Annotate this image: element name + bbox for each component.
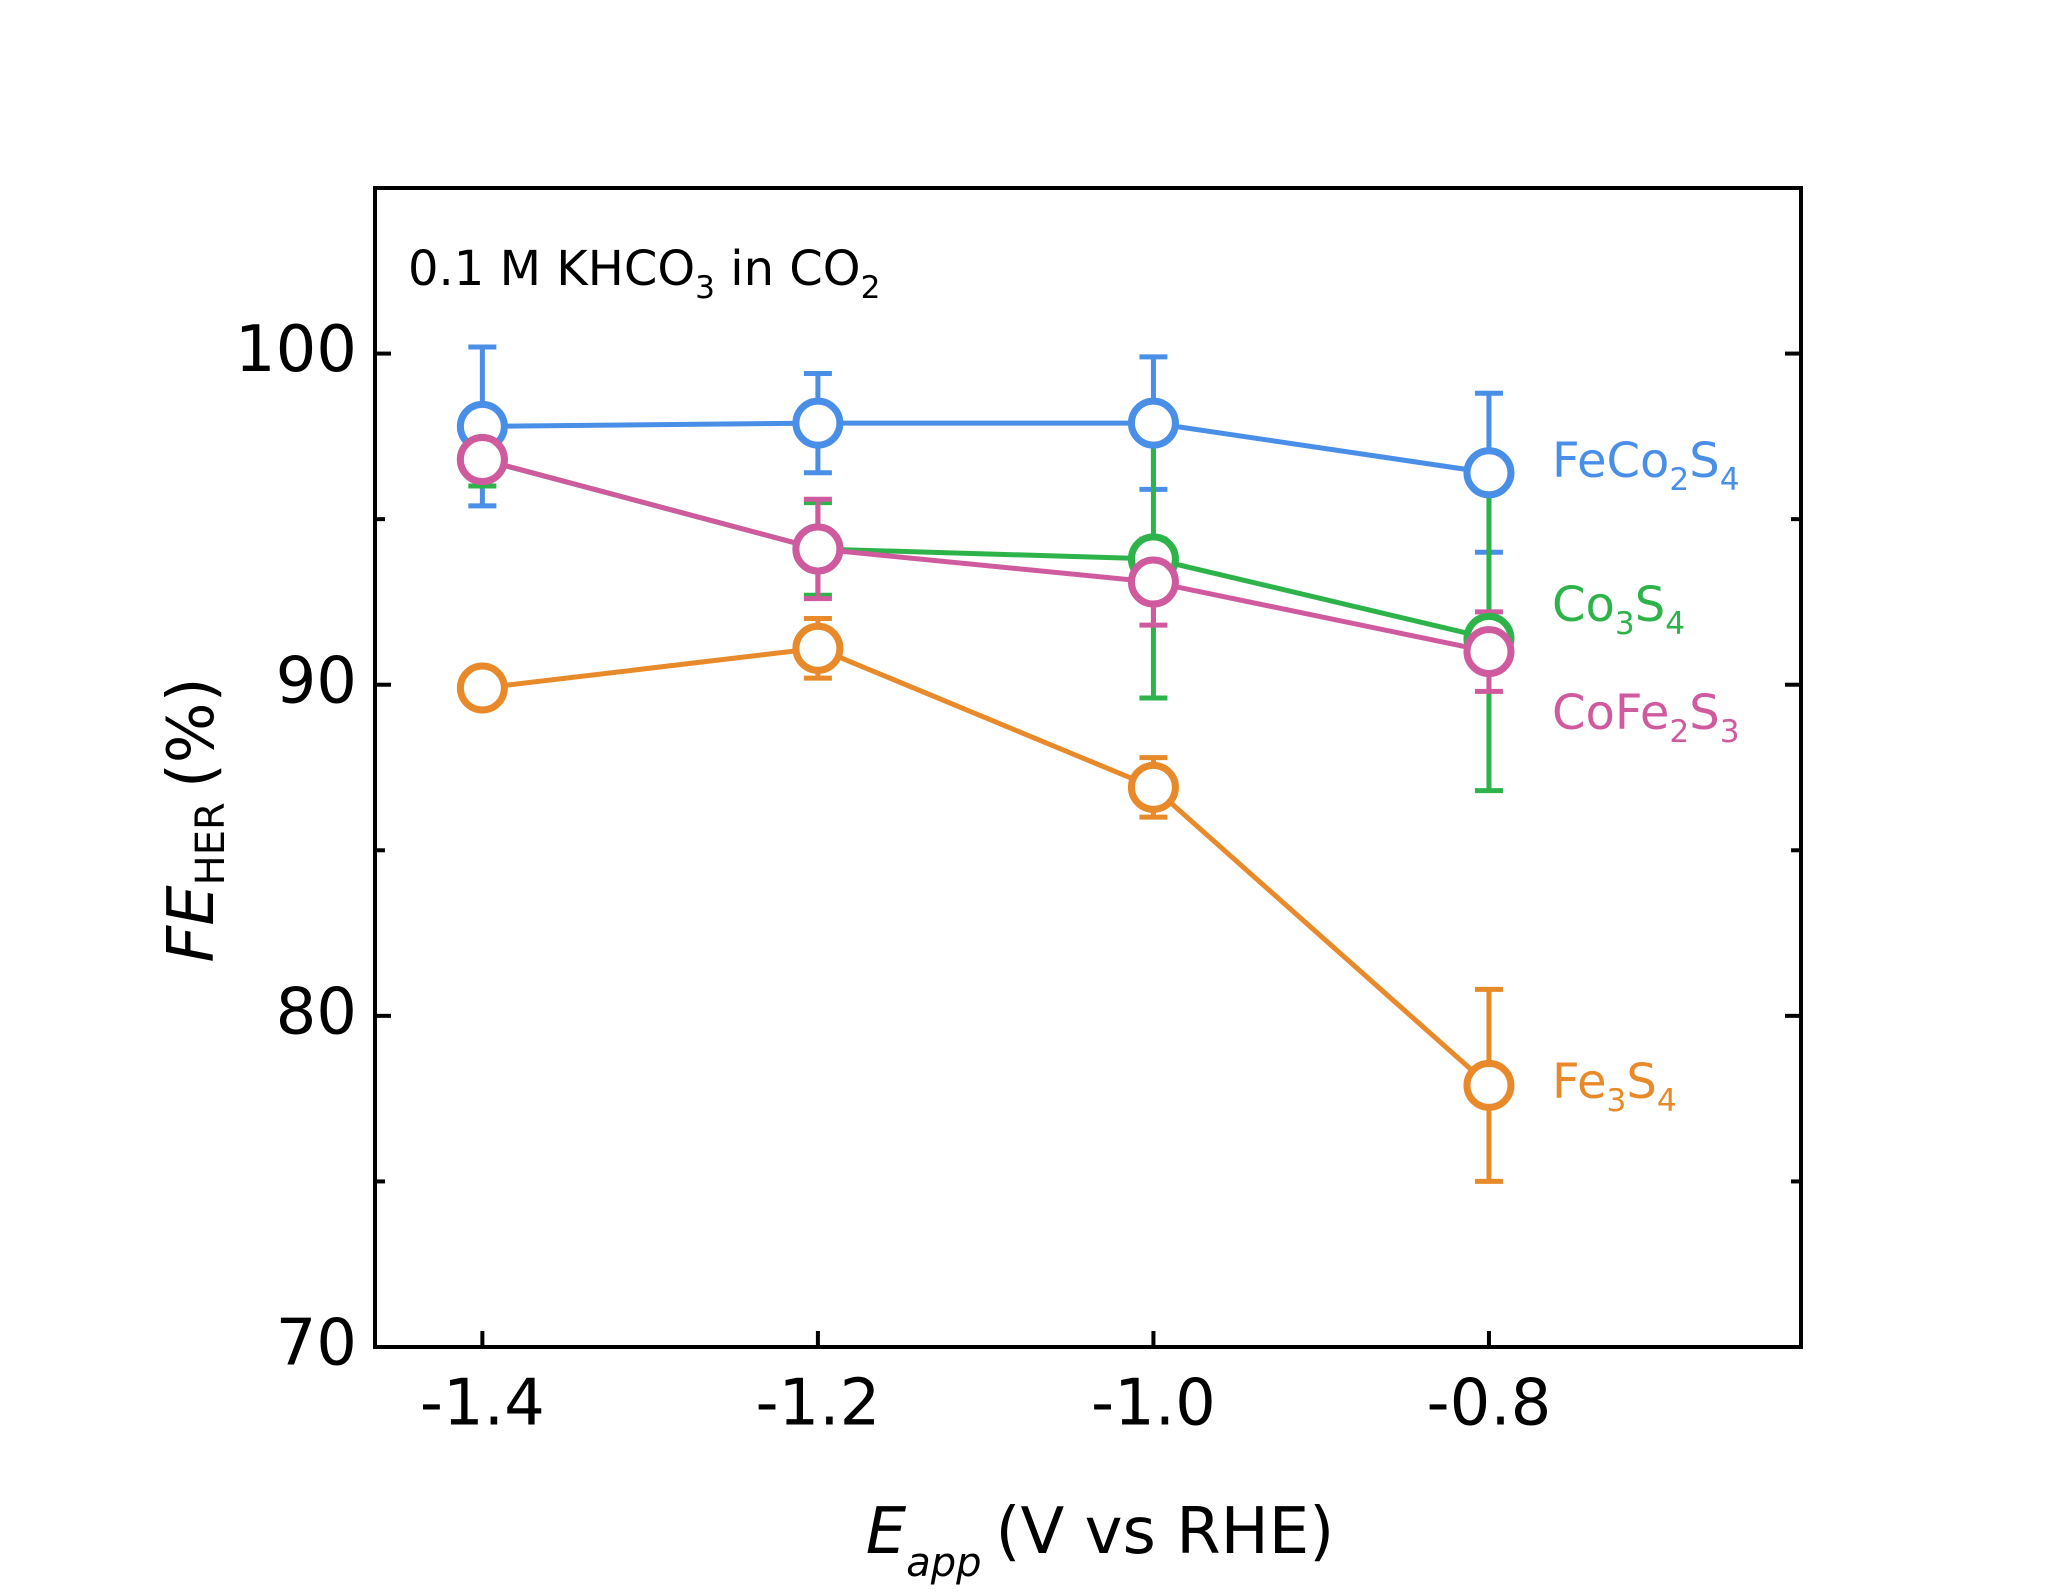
- marker: [456, 434, 508, 486]
- y-label-main: FE: [155, 885, 229, 963]
- x-tick-label: -0.8: [1427, 1367, 1552, 1441]
- x-tick-label: -1.4: [420, 1367, 545, 1441]
- y-tick-label: 70: [276, 1307, 357, 1381]
- legend-label: Fe3S4: [1552, 1054, 1677, 1119]
- marker: [792, 622, 844, 674]
- x-label-unit: (V vs RHE): [996, 1495, 1335, 1569]
- y-tick-label: 80: [276, 975, 357, 1049]
- series-line: [481, 457, 1490, 655]
- marker: [1127, 556, 1179, 608]
- x-label-main: E: [866, 1495, 907, 1569]
- x-tick-label: -1.0: [1091, 1367, 1216, 1441]
- marker: [456, 662, 508, 714]
- x-axis-label: Eapp (V vs RHE): [866, 1495, 1334, 1586]
- series-line: [482, 645, 1491, 1088]
- marker: [1127, 761, 1179, 813]
- y-label-unit: (%): [155, 677, 229, 788]
- x-tick-label: -1.2: [755, 1367, 880, 1441]
- marker: [792, 397, 844, 449]
- legend-label: FeCo2S4: [1552, 433, 1740, 498]
- marker: [792, 523, 844, 575]
- legend-label: Co3S4: [1552, 577, 1685, 642]
- y-label-sub: HER: [188, 802, 234, 885]
- marker: [1463, 626, 1515, 678]
- series-line: [482, 420, 1490, 476]
- annotation: 0.1 M KHCO3 in CO2: [408, 241, 880, 306]
- plot-frame: [373, 186, 1803, 1349]
- y-tick-label: 90: [276, 644, 357, 718]
- series-line: [481, 457, 1490, 641]
- y-axis-label: FEHER (%): [155, 677, 234, 962]
- marker: [1127, 397, 1179, 449]
- marker: [1463, 1059, 1515, 1111]
- x-label-sub: app: [906, 1540, 981, 1586]
- legend-label: CoFe2S3: [1552, 685, 1740, 750]
- y-tick-label: 100: [235, 313, 357, 387]
- marker: [1463, 447, 1515, 499]
